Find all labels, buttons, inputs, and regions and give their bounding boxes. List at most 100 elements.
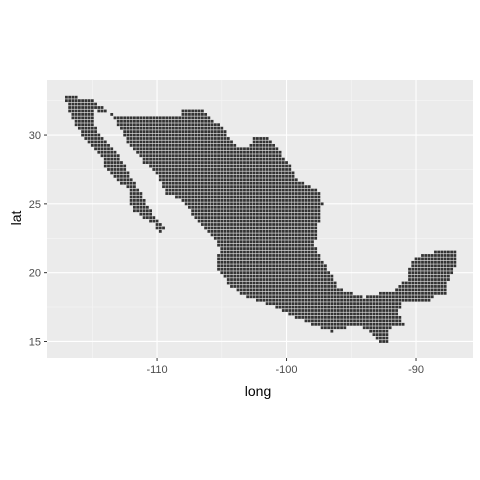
data-point xyxy=(210,188,214,192)
data-point xyxy=(133,140,136,144)
data-point xyxy=(281,226,285,230)
data-point xyxy=(87,106,91,109)
data-point xyxy=(230,247,233,250)
data-point xyxy=(252,288,256,292)
data-point xyxy=(388,326,392,330)
data-point xyxy=(243,174,246,178)
data-point xyxy=(298,240,301,244)
data-point xyxy=(220,188,224,192)
data-point xyxy=(252,171,256,175)
data-point xyxy=(434,291,437,295)
data-point xyxy=(298,312,301,316)
data-point xyxy=(259,137,263,140)
data-point xyxy=(207,205,211,209)
data-point xyxy=(197,137,201,140)
data-point xyxy=(262,240,266,244)
data-point xyxy=(246,164,250,168)
data-point xyxy=(262,171,266,175)
data-point xyxy=(204,171,208,175)
data-point xyxy=(152,157,156,161)
data-point xyxy=(314,192,318,195)
data-point xyxy=(275,229,279,233)
data-point xyxy=(268,257,272,261)
data-point xyxy=(184,133,188,137)
data-point xyxy=(281,267,285,271)
data-point xyxy=(307,288,311,292)
data-point xyxy=(320,298,324,302)
data-point xyxy=(243,281,246,285)
data-point xyxy=(213,147,217,151)
data-point xyxy=(239,223,243,226)
data-point xyxy=(77,102,81,106)
data-point xyxy=(434,288,437,292)
data-point xyxy=(217,195,220,199)
data-point xyxy=(256,226,259,230)
data-point xyxy=(239,157,243,161)
data-point xyxy=(152,219,156,223)
data-point xyxy=(265,161,269,164)
data-point xyxy=(178,140,182,144)
data-point xyxy=(288,226,292,230)
data-point xyxy=(120,171,123,175)
data-point xyxy=(265,199,269,202)
data-point xyxy=(375,319,379,323)
data-point xyxy=(246,185,250,189)
data-point xyxy=(204,202,208,206)
data-point xyxy=(414,271,418,275)
data-point xyxy=(349,298,353,302)
data-point xyxy=(249,254,253,257)
data-point xyxy=(323,322,327,326)
data-point xyxy=(249,185,253,189)
data-point xyxy=(285,285,288,288)
data-point xyxy=(265,274,269,278)
data-point xyxy=(301,291,305,295)
data-point xyxy=(304,278,308,281)
data-point xyxy=(256,192,259,195)
data-point xyxy=(278,209,282,213)
data-point xyxy=(188,174,191,178)
data-point xyxy=(194,123,198,127)
data-point xyxy=(427,295,431,299)
data-point xyxy=(285,212,288,216)
data-point xyxy=(74,102,78,106)
data-point xyxy=(239,226,243,230)
data-point xyxy=(84,109,88,113)
data-point xyxy=(281,188,285,192)
data-point xyxy=(314,288,318,292)
data-point xyxy=(230,154,233,158)
data-point xyxy=(288,309,292,312)
data-point xyxy=(145,150,149,154)
data-point xyxy=(188,147,191,151)
data-point xyxy=(382,326,386,330)
data-point xyxy=(453,254,457,257)
data-point xyxy=(213,202,217,206)
data-point xyxy=(317,264,321,268)
data-point xyxy=(103,109,107,113)
data-point xyxy=(281,168,285,171)
data-point xyxy=(294,205,298,209)
data-point xyxy=(220,133,224,137)
data-point xyxy=(197,126,201,130)
data-point xyxy=(226,243,230,247)
data-point xyxy=(301,202,305,206)
data-point xyxy=(356,322,360,326)
data-point xyxy=(307,278,311,281)
data-point xyxy=(175,116,178,120)
data-point xyxy=(372,329,376,333)
data-point xyxy=(298,305,301,309)
data-point xyxy=(259,178,263,182)
data-point xyxy=(298,188,301,192)
data-point xyxy=(129,178,133,182)
data-point xyxy=(311,226,314,230)
data-point xyxy=(314,233,318,237)
data-point xyxy=(103,143,107,147)
data-point xyxy=(249,281,253,285)
data-point xyxy=(320,312,324,316)
data-point xyxy=(171,137,175,140)
data-point xyxy=(136,205,140,209)
data-point xyxy=(226,168,230,171)
data-point xyxy=(65,99,68,103)
data-point xyxy=(158,168,162,171)
data-point xyxy=(220,229,224,233)
data-point xyxy=(311,278,314,281)
